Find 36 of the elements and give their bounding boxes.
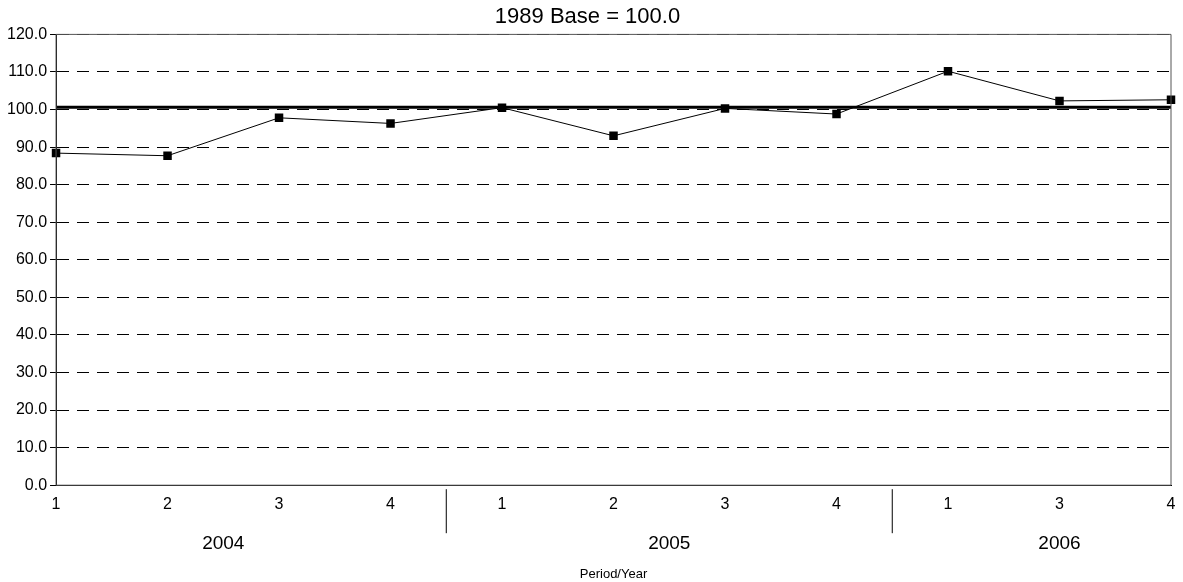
y-tick-label: 50.0 [15, 287, 48, 305]
text: 2005 [648, 532, 691, 554]
y-tick-label: 110.0 [8, 62, 48, 80]
x-tick-label: 1 [943, 495, 953, 513]
point [609, 131, 618, 141]
x-tick-label: 2 [163, 495, 173, 513]
y-tick-label: 70.0 [15, 212, 48, 230]
text: 2006 [1038, 532, 1081, 554]
x-axis-title: Period/Year [579, 565, 648, 581]
point [386, 119, 395, 128]
y-tick-label: 10.0 [15, 438, 48, 456]
y-tick-label: 80.0 [15, 175, 48, 193]
point [163, 151, 172, 160]
y-tick-label: 60.0 [15, 250, 48, 268]
x-tick-label: 3 [274, 495, 284, 513]
y-tick-label: 20.0 [15, 400, 48, 418]
y-tick-label: 30.0 [15, 362, 48, 380]
y-tick-label: 100.0 [6, 99, 48, 117]
x-tick-label: 1 [51, 495, 61, 513]
y-tick-label: 120.0 [6, 24, 48, 42]
point [832, 109, 841, 119]
x-tick-label: 1 [497, 495, 507, 513]
y-tick-label: 40.0 [15, 325, 48, 343]
x-tick-label: 4 [832, 495, 842, 513]
x-tick-label: 4 [1166, 495, 1176, 513]
point [497, 103, 507, 112]
x-tick-label: 4 [386, 495, 396, 513]
point [1055, 96, 1064, 106]
y-tick-label: 0.0 [24, 475, 48, 493]
text: 2004 [202, 532, 245, 554]
x-tick-label: 3 [720, 495, 730, 513]
y-tick-label: 90.0 [15, 137, 48, 155]
x-tick-label: 3 [1055, 495, 1065, 513]
x-tick-label: 2 [609, 495, 619, 513]
chart-title: 1989 Base = 100.0 [494, 3, 681, 29]
point [720, 104, 730, 113]
